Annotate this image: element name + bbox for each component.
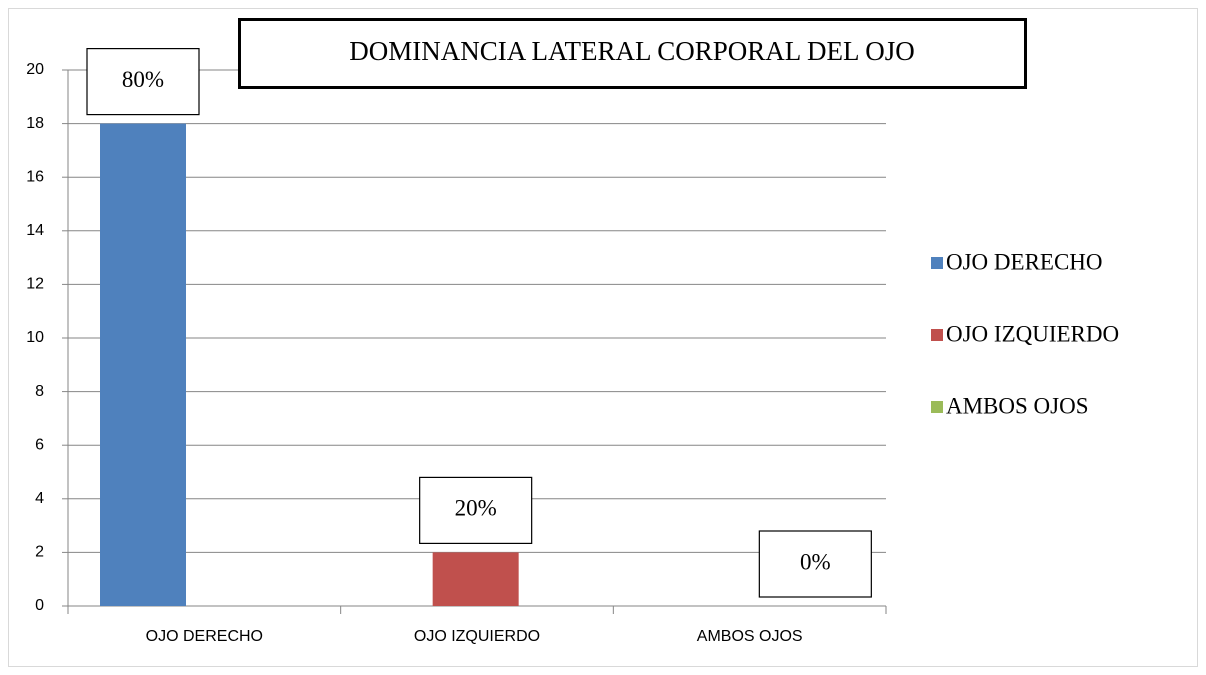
legend-label: OJO IZQUIERDO: [946, 321, 1119, 346]
legend-label: OJO DERECHO: [946, 249, 1103, 274]
y-tick-label: 4: [35, 490, 44, 507]
annotation-box: [758, 530, 872, 598]
annotation: 20%: [455, 496, 497, 521]
y-tick-label: 8: [35, 383, 44, 400]
legend-swatch: [931, 329, 943, 341]
y-tick-label: 14: [26, 222, 44, 239]
bar: [432, 552, 519, 606]
y-tick-label: 16: [26, 168, 44, 185]
x-tick-label: AMBOS OJOS: [697, 628, 803, 645]
y-tick-label: 0: [35, 597, 44, 614]
chart-title: DOMINANCIA LATERAL CORPORAL DEL OJO: [349, 36, 915, 66]
y-tick-label: 6: [35, 436, 44, 453]
annotation: 0%: [800, 549, 831, 574]
annotation: 80%: [122, 67, 164, 92]
title-box: [238, 18, 1027, 89]
x-tick-label: OJO IZQUIERDO: [414, 628, 540, 645]
y-tick-label: 20: [26, 61, 44, 78]
legend-swatch: [931, 257, 943, 269]
annotation-box: [419, 476, 533, 544]
annotation-box: [86, 47, 200, 116]
legend-label: AMBOS OJOS: [946, 393, 1089, 418]
y-tick-label: 10: [26, 329, 44, 346]
y-tick-label: 18: [26, 115, 44, 132]
y-tick-label: 2: [35, 544, 44, 561]
legend-swatch: [931, 401, 943, 413]
x-tick-label: OJO DERECHO: [146, 628, 263, 645]
y-tick-label: 12: [26, 276, 44, 293]
bar: [100, 123, 186, 606]
